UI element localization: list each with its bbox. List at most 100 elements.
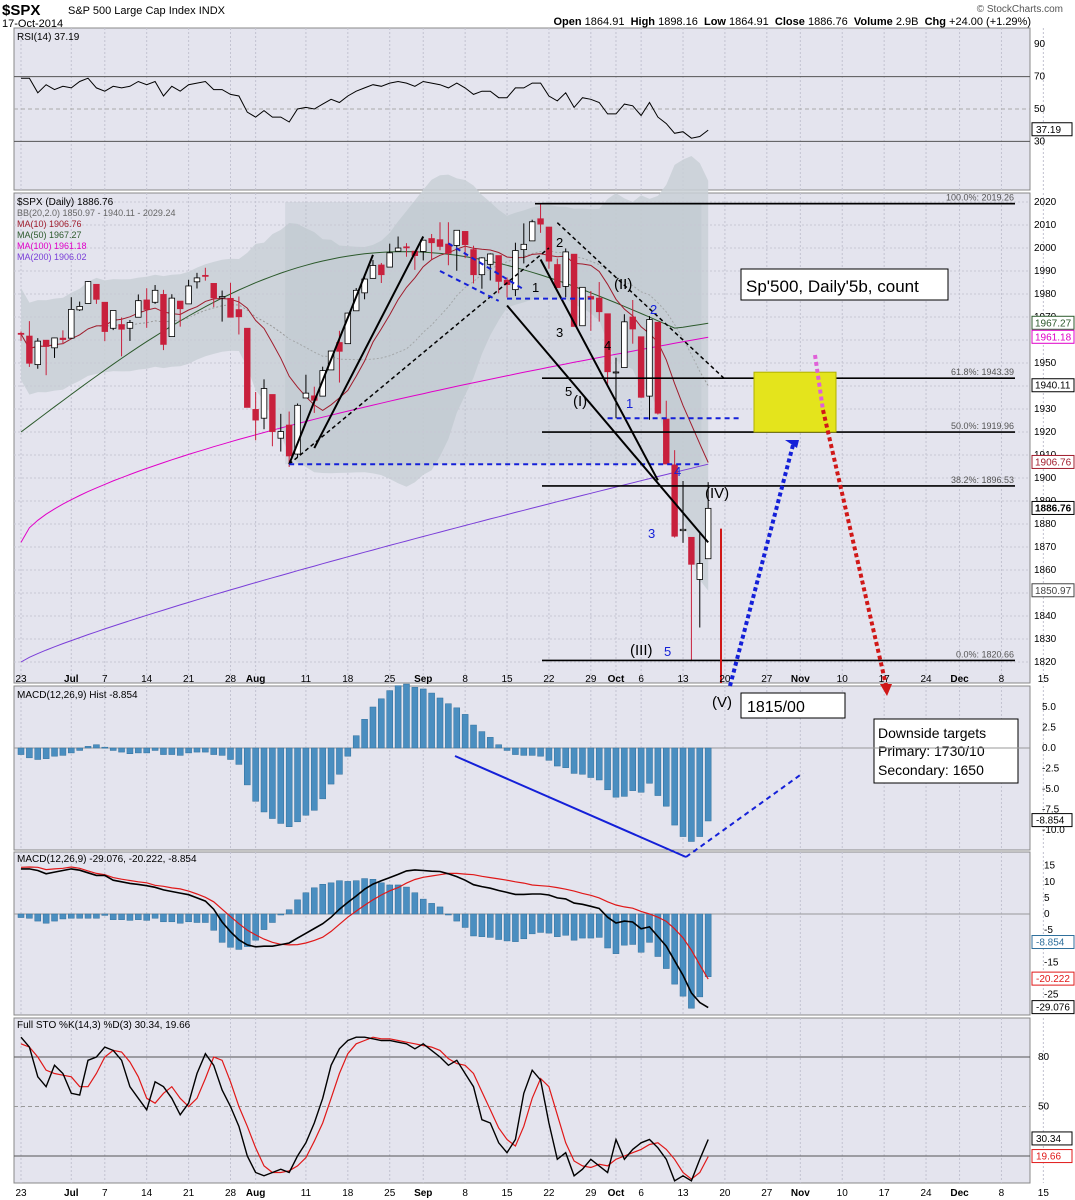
stoch-tick-label: 80 — [1038, 1052, 1050, 1063]
macd-histogram-bar — [252, 913, 259, 941]
histogram-bar — [269, 747, 276, 819]
candle — [394, 236, 402, 252]
macd-histogram-bar — [461, 913, 469, 928]
date-tick-label-bottom: 11 — [301, 1188, 312, 1199]
date-tick-label: 8 — [999, 674, 1005, 685]
hist-tick-label: 0.0 — [1042, 743, 1056, 754]
candle — [160, 289, 167, 351]
candle — [688, 536, 695, 661]
price-tick-label: 1920 — [1034, 427, 1057, 438]
candle — [654, 321, 662, 415]
date-tick-label-bottom: 20 — [719, 1188, 731, 1199]
macd-tick-label: 5 — [1044, 893, 1050, 904]
date-tick-label-bottom: 8 — [462, 1188, 468, 1199]
candle-body — [369, 265, 377, 279]
candle-body — [168, 297, 176, 337]
candle-body — [244, 327, 251, 408]
target-value-text: 1815/00 — [747, 699, 805, 716]
candle — [151, 285, 159, 304]
bollinger-label: BB(20,2.0) 1850.97 - 1940.11 - 2029.24 — [17, 208, 175, 218]
candle-body — [470, 249, 477, 276]
candle — [109, 310, 117, 331]
ma-legend-label: MA(100) 1961.18 — [17, 241, 87, 251]
stoch-tick-label: 50 — [1038, 1102, 1050, 1113]
macd-histogram-bar — [160, 913, 167, 923]
date-tick-label: 18 — [342, 674, 354, 685]
candle-body — [252, 409, 259, 421]
histogram-bar — [227, 747, 234, 760]
candle — [126, 319, 134, 341]
candle-body — [629, 316, 636, 330]
candle — [34, 338, 41, 369]
rsi-tick-label: 70 — [1034, 72, 1046, 83]
candle-body — [394, 247, 402, 252]
macd-histogram-bar — [562, 913, 569, 936]
macd-histogram-bar — [470, 913, 477, 937]
date-tick-label: 15 — [1038, 674, 1050, 685]
histogram-bar — [612, 747, 620, 798]
date-tick-label: 10 — [837, 674, 849, 685]
macd-histogram-bar — [663, 913, 670, 969]
candle-body — [68, 309, 75, 339]
wave-label: (IV) — [705, 485, 729, 502]
rsi-tick-label: 30 — [1034, 136, 1046, 147]
candle-body — [42, 339, 50, 347]
histogram-bar — [436, 697, 444, 749]
histogram-bar — [294, 747, 301, 823]
candle-body — [93, 283, 100, 300]
date-tick-label-bottom: 14 — [141, 1188, 153, 1199]
macd-histogram-bar — [545, 913, 553, 934]
price-tick-label: 1870 — [1034, 542, 1057, 553]
projection-line — [685, 772, 804, 858]
candle — [285, 411, 293, 467]
histogram-bar — [696, 747, 704, 837]
date-tick-label-bottom: Sep — [414, 1188, 432, 1199]
candle — [545, 226, 553, 269]
date-tick-label-bottom: 15 — [501, 1188, 513, 1199]
candle-body — [386, 252, 393, 268]
macd-histogram-bar — [621, 913, 628, 946]
candle-body — [269, 394, 276, 432]
macd-histogram-bar — [671, 913, 678, 985]
candle-body — [118, 324, 125, 330]
histogram-bar — [76, 747, 83, 751]
macd-histogram-bar — [311, 887, 318, 915]
macd-histogram-bar — [436, 906, 444, 915]
date-tick-label: 17 — [879, 674, 891, 685]
date-tick-label-bottom: Aug — [246, 1188, 265, 1199]
candle-body — [218, 296, 226, 299]
date-tick-label-bottom: Nov — [791, 1188, 810, 1199]
macd-histogram-bar — [84, 913, 92, 919]
candle-body — [478, 257, 486, 276]
candle — [227, 282, 234, 318]
candle-body — [361, 278, 368, 294]
price-tick-label: 1830 — [1034, 634, 1057, 645]
candle — [637, 336, 645, 398]
macd-histogram-bar — [654, 913, 662, 957]
price-tick-label: 2010 — [1034, 220, 1057, 231]
candle-body — [202, 274, 209, 277]
candle — [562, 248, 569, 298]
rsi-label: RSI(14) 37.19 — [17, 32, 80, 43]
candle — [495, 255, 502, 294]
histogram-bar — [621, 747, 628, 797]
macd-histogram-bar — [453, 913, 461, 922]
histogram-bar — [202, 747, 209, 753]
macd-histogram-bar — [285, 909, 293, 915]
candle-body — [637, 336, 645, 398]
candle-body — [51, 337, 58, 349]
date-tick-label: 28 — [225, 674, 237, 685]
histogram-bar — [520, 747, 528, 756]
histogram-bar — [411, 687, 419, 749]
macd-histogram-bar — [109, 913, 117, 920]
candle-body — [520, 243, 527, 251]
macd-histogram-bar — [570, 913, 578, 941]
histogram-bar — [26, 747, 33, 759]
index-name: S&P 500 Large Cap Index INDX — [68, 5, 225, 17]
macd-tick-label: -5 — [1044, 925, 1053, 936]
candle-body — [260, 388, 268, 419]
macd-histogram-bar — [319, 883, 326, 915]
price-tick-label: 2020 — [1034, 197, 1057, 208]
index-name-text: S&P 500 Large Cap Index — [68, 5, 196, 17]
candle — [210, 283, 217, 308]
